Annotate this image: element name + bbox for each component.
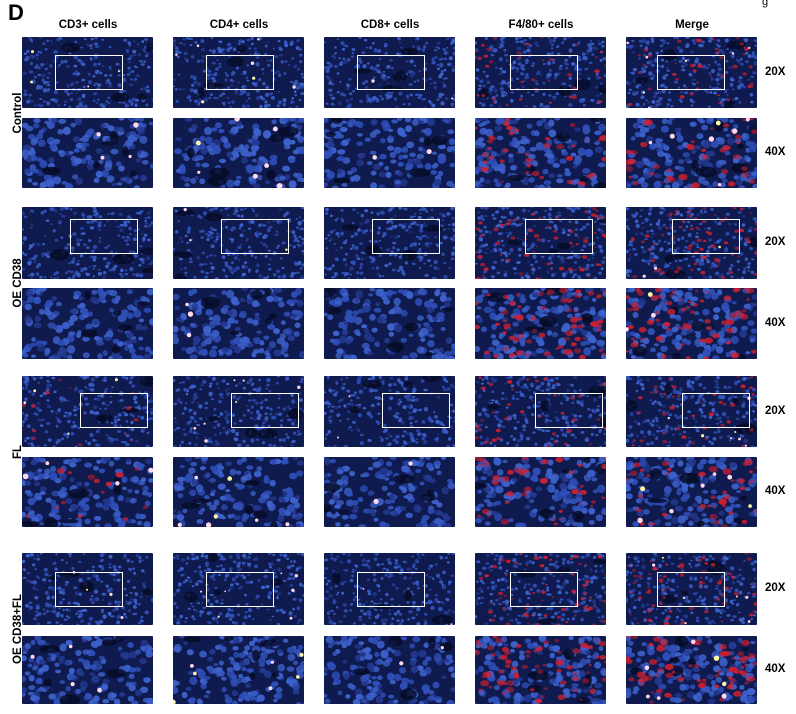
- roi-box: [535, 393, 603, 428]
- micrograph-cd4-low: [173, 553, 304, 625]
- roi-box: [657, 572, 725, 607]
- micrograph-cd8-low: [324, 553, 455, 625]
- micrograph-f480-low: [475, 553, 606, 625]
- micrograph-merge-high: [626, 457, 757, 527]
- micrograph-cd4-high: [173, 457, 304, 527]
- micrograph-cd3-high: [22, 457, 153, 527]
- roi-box: [672, 219, 740, 254]
- roi-box: [206, 55, 274, 90]
- magnification-label-high: 40X: [765, 316, 786, 329]
- micrograph-merge-high: [626, 288, 757, 359]
- micrograph-cd8-high: [324, 118, 455, 188]
- micrograph-cd4-high: [173, 288, 304, 359]
- micrograph-merge-high: [626, 636, 757, 704]
- micrograph-cd8-low: [324, 37, 455, 108]
- roi-box: [80, 393, 148, 428]
- micrograph-f480-low: [475, 376, 606, 447]
- micrograph-merge-low: [626, 376, 757, 447]
- panel-letter: D: [8, 0, 24, 25]
- micrograph-f480-high: [475, 288, 606, 359]
- micrograph-merge-low: [626, 37, 757, 108]
- magnification-label-low: 20X: [765, 582, 786, 594]
- roi-box: [55, 572, 123, 607]
- micrograph-cd4-high: [173, 636, 304, 704]
- roi-box: [525, 219, 593, 254]
- roi-box: [357, 572, 425, 607]
- roi-box: [231, 393, 299, 428]
- micrograph-cd8-high: [324, 636, 455, 704]
- roi-box: [510, 55, 578, 90]
- micrograph-cd3-low: [22, 37, 153, 108]
- column-header-cd8: CD8+ cells: [360, 19, 420, 31]
- column-header-cd3: CD3+ cells: [58, 19, 118, 31]
- roi-box: [682, 393, 750, 428]
- magnification-label-high: 40X: [765, 146, 786, 158]
- micrograph-f480-high: [475, 118, 606, 188]
- roi-box: [357, 55, 425, 90]
- magnification-label-high: 40X: [765, 663, 786, 675]
- roi-box: [221, 219, 289, 254]
- micrograph-merge-high: [626, 118, 757, 188]
- micrograph-f480-high: [475, 636, 606, 704]
- micrograph-cd4-high: [173, 118, 304, 188]
- micrograph-cd3-high: [22, 288, 153, 359]
- magnification-label-low: 20X: [765, 236, 786, 248]
- micrograph-cd8-high: [324, 288, 455, 359]
- micrograph-cd3-high: [22, 636, 153, 704]
- corner-mark: g: [762, 0, 769, 8]
- micrograph-cd3-low: [22, 553, 153, 625]
- magnification-label-low: 20X: [765, 404, 786, 417]
- micrograph-cd8-low: [324, 376, 455, 447]
- magnification-label-low: 20X: [765, 65, 786, 78]
- column-header-cd4: CD4+ cells: [209, 19, 269, 31]
- micrograph-cd4-low: [173, 376, 304, 447]
- roi-box: [657, 55, 725, 90]
- roi-box: [206, 572, 274, 607]
- roi-box: [510, 572, 578, 607]
- micrograph-cd8-high: [324, 457, 455, 527]
- roi-box: [382, 393, 450, 428]
- micrograph-f480-low: [475, 37, 606, 108]
- roi-box: [70, 219, 138, 254]
- roi-box: [55, 55, 123, 90]
- micrograph-cd3-high: [22, 118, 153, 188]
- micrograph-f480-high: [475, 457, 606, 527]
- micrograph-cd3-low: [22, 376, 153, 447]
- roi-box: [372, 219, 440, 254]
- column-header-merge: Merge: [675, 19, 709, 31]
- magnification-label-high: 40X: [765, 485, 786, 497]
- column-header-f480: F4/80+ cells: [508, 19, 574, 31]
- micrograph-cd4-low: [173, 37, 304, 108]
